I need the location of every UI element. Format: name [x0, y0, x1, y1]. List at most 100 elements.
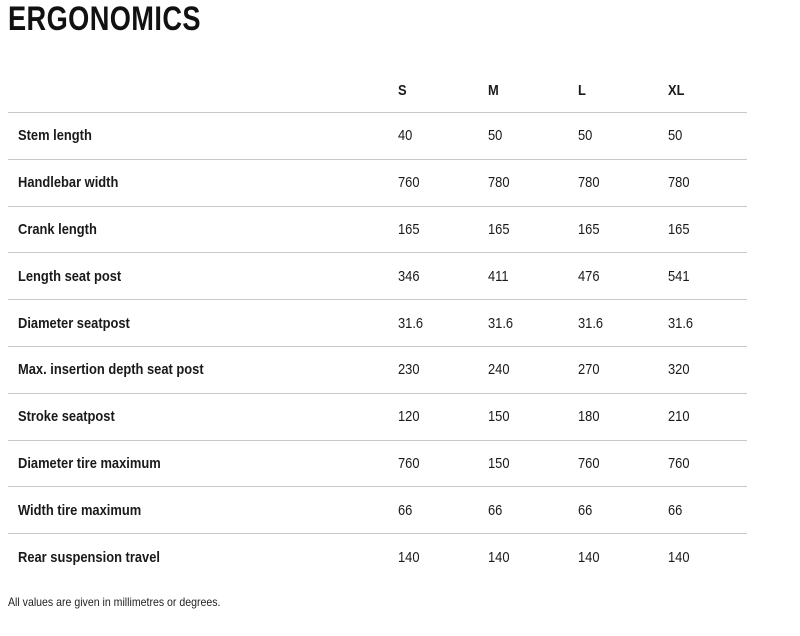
- column-header-xl: XL: [668, 83, 747, 98]
- row-value-cell-l: 760: [578, 456, 668, 471]
- row-value-cell-xl: 140: [668, 550, 747, 565]
- row-label-cell: Max. insertion depth seat post: [8, 362, 398, 377]
- ergonomics-table: S M L XL Stem length 40 50 50 50 Handlebar wi…: [8, 68, 747, 581]
- row-value-cell-s: 760: [398, 456, 488, 471]
- table-row: Length seat post 346 411 476 541: [8, 253, 747, 301]
- row-label: Max. insertion depth seat post: [18, 361, 204, 379]
- row-value-cell-l: 476: [578, 269, 668, 284]
- row-value-cell-l: 780: [578, 175, 668, 190]
- footnote-text: All values are given in millimetres or d…: [8, 595, 221, 609]
- row-value-cell-xl: 66: [668, 503, 747, 518]
- row-label: Diameter tire maximum: [18, 454, 161, 472]
- row-label: Crank length: [18, 220, 97, 238]
- row-value: 66: [488, 501, 503, 519]
- row-label: Width tire maximum: [18, 501, 142, 519]
- row-value-cell-m: 411: [488, 269, 578, 284]
- row-label-cell: Stroke seatpost: [8, 409, 398, 424]
- row-value-cell-m: 50: [488, 128, 578, 143]
- row-value: 210: [668, 408, 690, 426]
- row-value: 165: [488, 220, 510, 238]
- row-value-cell-xl: 31.6: [668, 316, 747, 331]
- row-value: 66: [398, 501, 413, 519]
- column-header-s: S: [398, 83, 488, 98]
- row-label-cell: Rear suspension travel: [8, 550, 398, 565]
- row-value: 150: [488, 408, 510, 426]
- row-label: Stroke seatpost: [18, 408, 115, 426]
- row-value: 230: [398, 361, 420, 379]
- row-value: 780: [488, 174, 510, 192]
- row-value: 140: [668, 549, 690, 567]
- row-label-cell: Length seat post: [8, 269, 398, 284]
- row-value: 320: [668, 361, 690, 379]
- row-value-cell-l: 180: [578, 409, 668, 424]
- row-value-cell-s: 230: [398, 362, 488, 377]
- row-value: 66: [668, 501, 683, 519]
- row-value-cell-xl: 210: [668, 409, 747, 424]
- column-header-s-label: S: [398, 81, 407, 99]
- row-value: 165: [398, 220, 420, 238]
- row-value-cell-xl: 165: [668, 222, 747, 237]
- page-title: ERGONOMICS: [8, 0, 249, 38]
- column-header-xl-label: XL: [668, 81, 685, 99]
- row-value: 31.6: [578, 314, 604, 332]
- row-value: 760: [398, 174, 420, 192]
- row-value-cell-m: 780: [488, 175, 578, 190]
- row-label-cell: Stem length: [8, 128, 398, 143]
- row-label: Stem length: [18, 127, 92, 145]
- row-value-cell-l: 50: [578, 128, 668, 143]
- table-header-row: S M L XL: [8, 68, 747, 113]
- row-value-cell-xl: 320: [668, 362, 747, 377]
- row-value-cell-m: 240: [488, 362, 578, 377]
- table-row: Stem length 40 50 50 50: [8, 113, 747, 160]
- row-value-cell-l: 270: [578, 362, 668, 377]
- row-value-cell-m: 140: [488, 550, 578, 565]
- row-value-cell-s: 120: [398, 409, 488, 424]
- row-label-cell: Crank length: [8, 222, 398, 237]
- column-header-m: M: [488, 83, 578, 98]
- row-value-cell-s: 40: [398, 128, 488, 143]
- row-value: 541: [668, 267, 690, 285]
- row-value: 120: [398, 408, 420, 426]
- row-label-cell: Diameter seatpost: [8, 316, 398, 331]
- row-value-cell-s: 31.6: [398, 316, 488, 331]
- footnote: All values are given in millimetres or d…: [8, 595, 249, 609]
- column-header-l: L: [578, 83, 668, 98]
- row-value: 780: [668, 174, 690, 192]
- row-value-cell-s: 760: [398, 175, 488, 190]
- row-value: 780: [578, 174, 600, 192]
- row-value: 140: [398, 549, 420, 567]
- row-value-cell-s: 66: [398, 503, 488, 518]
- row-value: 31.6: [488, 314, 514, 332]
- row-value-cell-m: 150: [488, 456, 578, 471]
- row-label: Rear suspension travel: [18, 549, 160, 567]
- row-value: 165: [578, 220, 600, 238]
- table-row: Width tire maximum 66 66 66 66: [8, 487, 747, 535]
- row-value-cell-l: 66: [578, 503, 668, 518]
- row-value: 165: [668, 220, 690, 238]
- row-value: 31.6: [398, 314, 424, 332]
- row-value-cell-xl: 760: [668, 456, 747, 471]
- row-value-cell-xl: 541: [668, 269, 747, 284]
- row-value: 180: [578, 408, 600, 426]
- row-value: 140: [578, 549, 600, 567]
- row-value: 240: [488, 361, 510, 379]
- row-value: 66: [578, 501, 593, 519]
- ergonomics-table-body: Stem length 40 50 50 50 Handlebar width 760 780…: [8, 113, 747, 581]
- row-value: 760: [398, 454, 420, 472]
- row-label-cell: Diameter tire maximum: [8, 456, 398, 471]
- row-value-cell-l: 31.6: [578, 316, 668, 331]
- row-label-cell: Handlebar width: [8, 175, 398, 190]
- row-value: 40: [398, 127, 413, 145]
- row-value-cell-s: 346: [398, 269, 488, 284]
- table-row: Diameter tire maximum 760 150 760 760: [8, 441, 747, 488]
- column-header-l-label: L: [578, 81, 586, 99]
- row-value-cell-m: 150: [488, 409, 578, 424]
- row-value: 50: [488, 127, 503, 145]
- table-row: Stroke seatpost 120 150 180 210: [8, 394, 747, 441]
- row-value-cell-xl: 780: [668, 175, 747, 190]
- table-row: Handlebar width 760 780 780 780: [8, 160, 747, 207]
- row-value: 31.6: [668, 314, 694, 332]
- row-value-cell-m: 31.6: [488, 316, 578, 331]
- row-value: 476: [578, 267, 600, 285]
